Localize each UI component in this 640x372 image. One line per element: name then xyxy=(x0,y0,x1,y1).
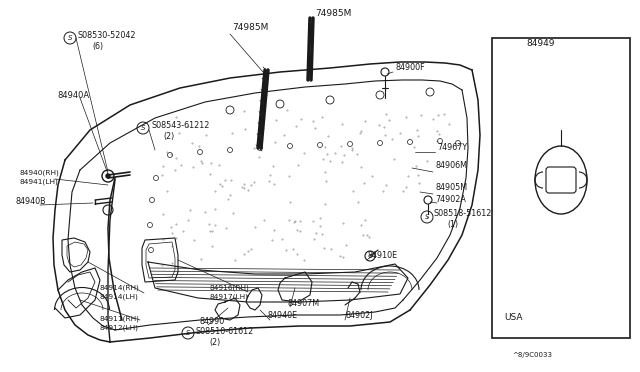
Text: S: S xyxy=(186,330,190,336)
Circle shape xyxy=(106,174,110,178)
Text: 84917(LH): 84917(LH) xyxy=(210,294,249,300)
Text: 74902A: 74902A xyxy=(435,196,466,205)
Text: 84900F: 84900F xyxy=(395,64,424,73)
Text: (2): (2) xyxy=(163,132,174,141)
Text: S: S xyxy=(141,125,145,131)
Text: S: S xyxy=(425,214,429,220)
Text: USA: USA xyxy=(504,314,522,323)
Text: 84916(RH): 84916(RH) xyxy=(210,285,250,291)
Text: 74985M: 74985M xyxy=(315,9,351,17)
Text: 84990: 84990 xyxy=(200,317,225,327)
Text: 84940A: 84940A xyxy=(57,90,89,99)
Text: 74967Y: 74967Y xyxy=(437,144,467,153)
Text: (1): (1) xyxy=(447,221,458,230)
Text: ^8/9C0033: ^8/9C0033 xyxy=(512,352,552,358)
Text: 84907M: 84907M xyxy=(288,298,320,308)
Text: 84914(RH): 84914(RH) xyxy=(100,285,140,291)
Text: 84940(RH): 84940(RH) xyxy=(20,170,60,176)
Text: 84911(RH): 84911(RH) xyxy=(100,316,140,322)
FancyBboxPatch shape xyxy=(546,167,576,193)
Text: 84906M: 84906M xyxy=(435,160,467,170)
Text: 84940E: 84940E xyxy=(268,311,298,321)
Text: 84905M: 84905M xyxy=(435,183,467,192)
Text: 84949: 84949 xyxy=(526,39,554,48)
Text: S08510-61612: S08510-61612 xyxy=(195,327,253,337)
Text: S08530-52042: S08530-52042 xyxy=(78,31,136,39)
Text: 74985M: 74985M xyxy=(232,22,268,32)
Text: 84914(LH): 84914(LH) xyxy=(100,294,139,300)
Text: (2): (2) xyxy=(209,339,220,347)
Text: 84910E: 84910E xyxy=(368,251,398,260)
Text: 84941(LH): 84941(LH) xyxy=(20,179,59,185)
Text: S: S xyxy=(68,35,72,41)
Text: 84912(LH): 84912(LH) xyxy=(100,325,139,331)
Text: S08543-61212: S08543-61212 xyxy=(151,121,209,129)
Text: 84940B: 84940B xyxy=(15,198,45,206)
Text: S08518-51612: S08518-51612 xyxy=(433,209,492,218)
Text: 84902J: 84902J xyxy=(345,311,372,321)
Bar xyxy=(492,38,630,338)
Text: (6): (6) xyxy=(92,42,103,51)
